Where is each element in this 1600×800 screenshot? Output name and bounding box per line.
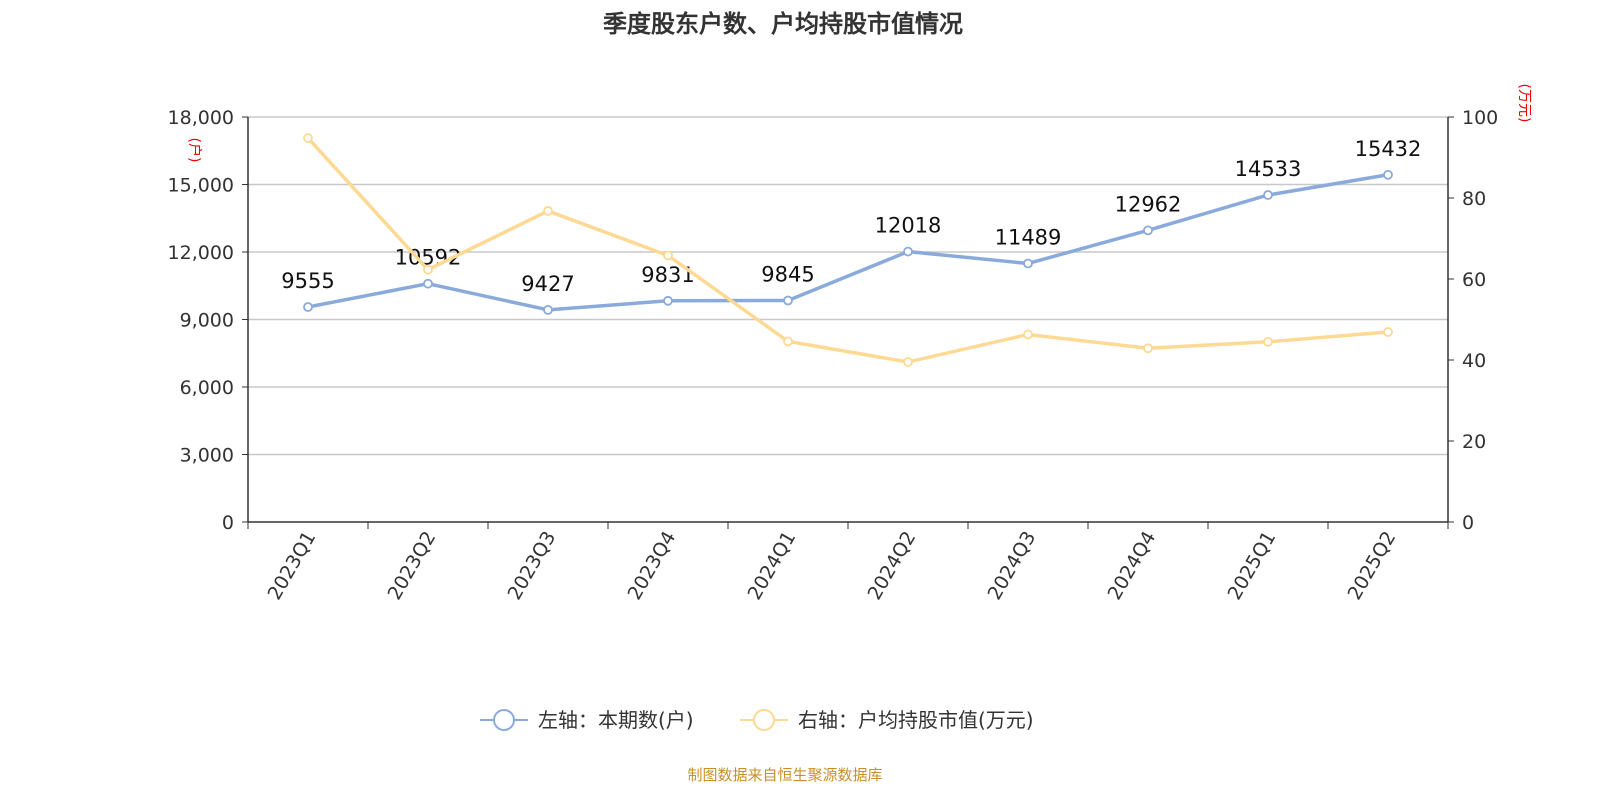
data-point [1143, 225, 1153, 236]
data-label: 14533 [1235, 157, 1302, 181]
data-point [423, 278, 433, 289]
left-tick-label: 3,000 [180, 445, 234, 467]
right-tick-label: 60 [1462, 269, 1486, 291]
x-tick-label: 2023Q1 [264, 528, 321, 604]
right-tick-label: 100 [1462, 107, 1498, 129]
data-point [423, 264, 433, 275]
right-tick-label: 20 [1462, 431, 1486, 453]
series-line-1 [306, 136, 1389, 364]
data-label: 15432 [1355, 137, 1422, 161]
legend-marker-icon [493, 709, 515, 731]
left-tick-label: 18,000 [168, 107, 234, 129]
data-point [1263, 190, 1273, 200]
right-axis-unit: (万元) [1516, 84, 1532, 123]
data-point [543, 304, 553, 315]
source-note: 制图数据来自恒生聚源数据库 [687, 766, 882, 784]
data-point [1263, 336, 1273, 347]
left-tick-label: 0 [222, 512, 234, 534]
right-tick-label: 40 [1462, 350, 1486, 372]
data-point [303, 302, 313, 312]
left-tick-label: 15,000 [168, 175, 234, 197]
grid [248, 116, 1448, 456]
data-point [543, 206, 553, 216]
data-label: 12018 [875, 214, 942, 238]
x-tick-label: 2025Q2 [1344, 528, 1401, 604]
data-point [903, 246, 913, 257]
legend-marker-icon [753, 709, 775, 731]
left-tick-label: 6,000 [180, 377, 234, 399]
legend[interactable]: 左轴：本期数(户) 右轴：户均持股市值(万元) [480, 708, 1034, 732]
x-tick-label: 2024Q3 [984, 528, 1041, 604]
legend-item-label: 左轴：本期数(户) [538, 708, 694, 732]
data-point [1143, 343, 1153, 354]
data-label: 12962 [1115, 192, 1182, 216]
x-tick-label: 2025Q1 [1224, 528, 1281, 604]
data-point [663, 295, 673, 306]
data-label: 9831 [641, 263, 694, 287]
data-point [903, 357, 913, 367]
x-tick-label: 2023Q2 [384, 528, 441, 604]
data-label: 9845 [761, 262, 814, 286]
right-tick-label: 0 [1462, 512, 1474, 534]
data-point [783, 336, 793, 347]
x-tick-label: 2024Q4 [1104, 528, 1161, 604]
data-point [1023, 258, 1033, 269]
right-tick-label: 80 [1462, 188, 1486, 210]
series-line-0 [307, 173, 1389, 312]
legend-item-label: 右轴：户均持股市值(万元) [798, 708, 1034, 732]
data-point [663, 250, 673, 261]
data-label: 11489 [995, 225, 1062, 249]
left-axis-unit: (户) [186, 138, 203, 163]
data-label: 9555 [281, 269, 334, 293]
data-point [783, 295, 793, 306]
data-point [1023, 329, 1033, 340]
data-point [1383, 327, 1393, 337]
x-tick-label: 2023Q4 [624, 528, 681, 604]
x-tick-label: 2024Q1 [744, 528, 801, 604]
data-label: 9427 [521, 272, 574, 296]
data-point [1383, 169, 1393, 180]
axes: 0 3,000 6,000 9,000 12,000 15,000 18,000 0 20 40 6… [168, 107, 1499, 604]
left-tick-label: 12,000 [168, 242, 234, 264]
chart-title: 季度股东户数、户均持股市值情况 [603, 10, 963, 38]
left-tick-label: 9,000 [180, 310, 234, 332]
x-tick-label: 2024Q2 [864, 528, 921, 604]
x-tick-label: 2023Q3 [504, 528, 561, 604]
data-point [303, 133, 313, 143]
